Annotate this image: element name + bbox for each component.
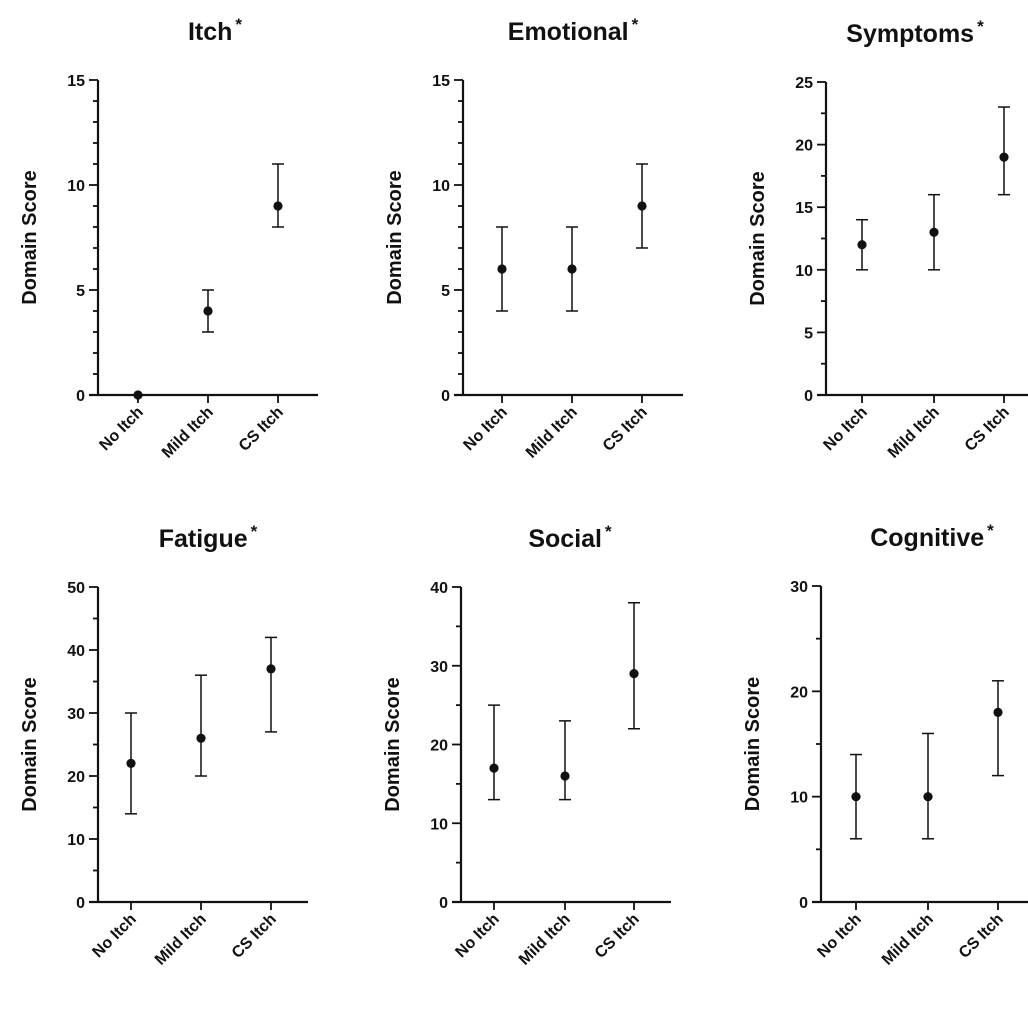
data-point [629,669,639,679]
panel-3: Symptoms * Domain Score 0 5 10 15 20 25 No Itch Mi… [747,17,1028,462]
data-point [637,201,647,211]
y-tick-label: 0 [799,895,808,912]
y-tick-label: 50 [67,580,85,597]
y-tick-label: 20 [67,769,85,786]
x-category-label: CS Itch [592,911,643,962]
data-point [489,763,499,773]
y-axis-label: Domain Score [747,171,769,305]
title-marker: * [251,522,258,541]
y-tick-label: 20 [795,138,813,155]
data-point [273,201,283,211]
data-point [560,771,570,781]
y-tick-label: 20 [790,684,808,701]
y-tick-label: 0 [804,388,813,405]
y-tick-label: 10 [432,178,450,195]
x-category-label: CS Itch [229,911,280,962]
data-point [857,240,867,250]
y-axis-label: Domain Score [742,677,764,811]
y-tick-label: 40 [67,643,85,660]
y-axis-label: Domain Score [384,170,406,304]
data-point [497,264,507,274]
title-marker: * [977,17,984,36]
title-marker: * [605,522,612,541]
panel-1: Itch * Domain Score 0 5 10 15 No Itch Mild Itch C… [19,15,318,462]
y-tick-label: 10 [67,832,85,849]
panel-6: Cognitive * Domain Score 0 10 20 30 No Itch Mild… [742,521,1028,969]
y-tick-label: 0 [76,895,85,912]
x-category-label: CS Itch [956,911,1007,962]
panel-5: Social * Domain Score 0 10 20 30 40 No Itch Mild … [382,522,671,969]
data-point [126,758,136,769]
panel-title: Emotional * [508,15,639,46]
x-category-label: CS Itch [962,404,1013,455]
y-tick-label: 10 [67,178,85,195]
y-axis-label: Domain Score [19,677,41,811]
panel-title: Itch * [188,15,242,46]
panel-title: Cognitive * [870,521,994,552]
data-point [993,707,1003,718]
y-tick-label: 30 [790,579,808,596]
x-category-label: Mild Itch [159,404,217,462]
data-point [999,152,1009,162]
panel-4: Fatigue * Domain Score 0 10 20 30 40 50 No Itch Mi… [19,522,308,969]
title-marker: * [987,521,994,540]
y-tick-label: 40 [430,580,448,597]
y-tick-label: 5 [76,283,85,300]
y-tick-label: 0 [76,388,85,405]
data-point [923,792,933,802]
data-point [203,306,213,316]
data-point [133,390,143,400]
title-marker: * [235,15,242,34]
panel-title: Social * [528,522,612,553]
x-category-label: Mild Itch [523,404,581,462]
y-tick-label: 5 [804,325,813,342]
x-category-label: Mild Itch [885,404,943,462]
y-tick-label: 30 [430,659,448,676]
x-category-label: No Itch [460,404,510,454]
y-tick-label: 0 [441,388,450,405]
y-tick-label: 20 [430,738,448,755]
y-tick-label: 10 [430,816,448,833]
y-tick-label: 30 [67,706,85,723]
y-tick-label: 15 [432,73,450,90]
y-tick-label: 25 [795,75,813,92]
y-tick-label: 10 [795,263,813,280]
x-category-label: No Itch [96,404,146,454]
x-category-label: CS Itch [236,404,287,455]
data-point [567,264,577,274]
title-marker: * [632,15,639,34]
data-point [266,664,276,674]
panel-title: Symptoms * [846,17,984,48]
y-tick-label: 5 [441,283,450,300]
x-category-label: Mild Itch [879,911,937,969]
y-axis-label: Domain Score [19,170,41,304]
y-tick-label: 10 [790,790,808,807]
panel-2: Emotional * Domain Score 0 5 10 15 No Itch Mild … [384,15,683,462]
x-category-label: No Itch [820,404,870,454]
panel-title: Fatigue * [159,522,258,553]
y-tick-label: 15 [67,73,85,90]
x-category-label: No Itch [89,911,139,961]
data-point [196,733,206,743]
x-category-label: Mild Itch [516,911,574,969]
y-tick-label: 15 [795,200,813,217]
x-category-label: CS Itch [600,404,651,455]
y-axis-label: Domain Score [382,677,404,811]
x-category-label: No Itch [814,911,864,961]
data-point [851,792,861,802]
data-point [929,227,939,237]
x-category-label: Mild Itch [152,911,210,969]
x-category-label: No Itch [452,911,502,961]
y-tick-label: 0 [439,895,448,912]
